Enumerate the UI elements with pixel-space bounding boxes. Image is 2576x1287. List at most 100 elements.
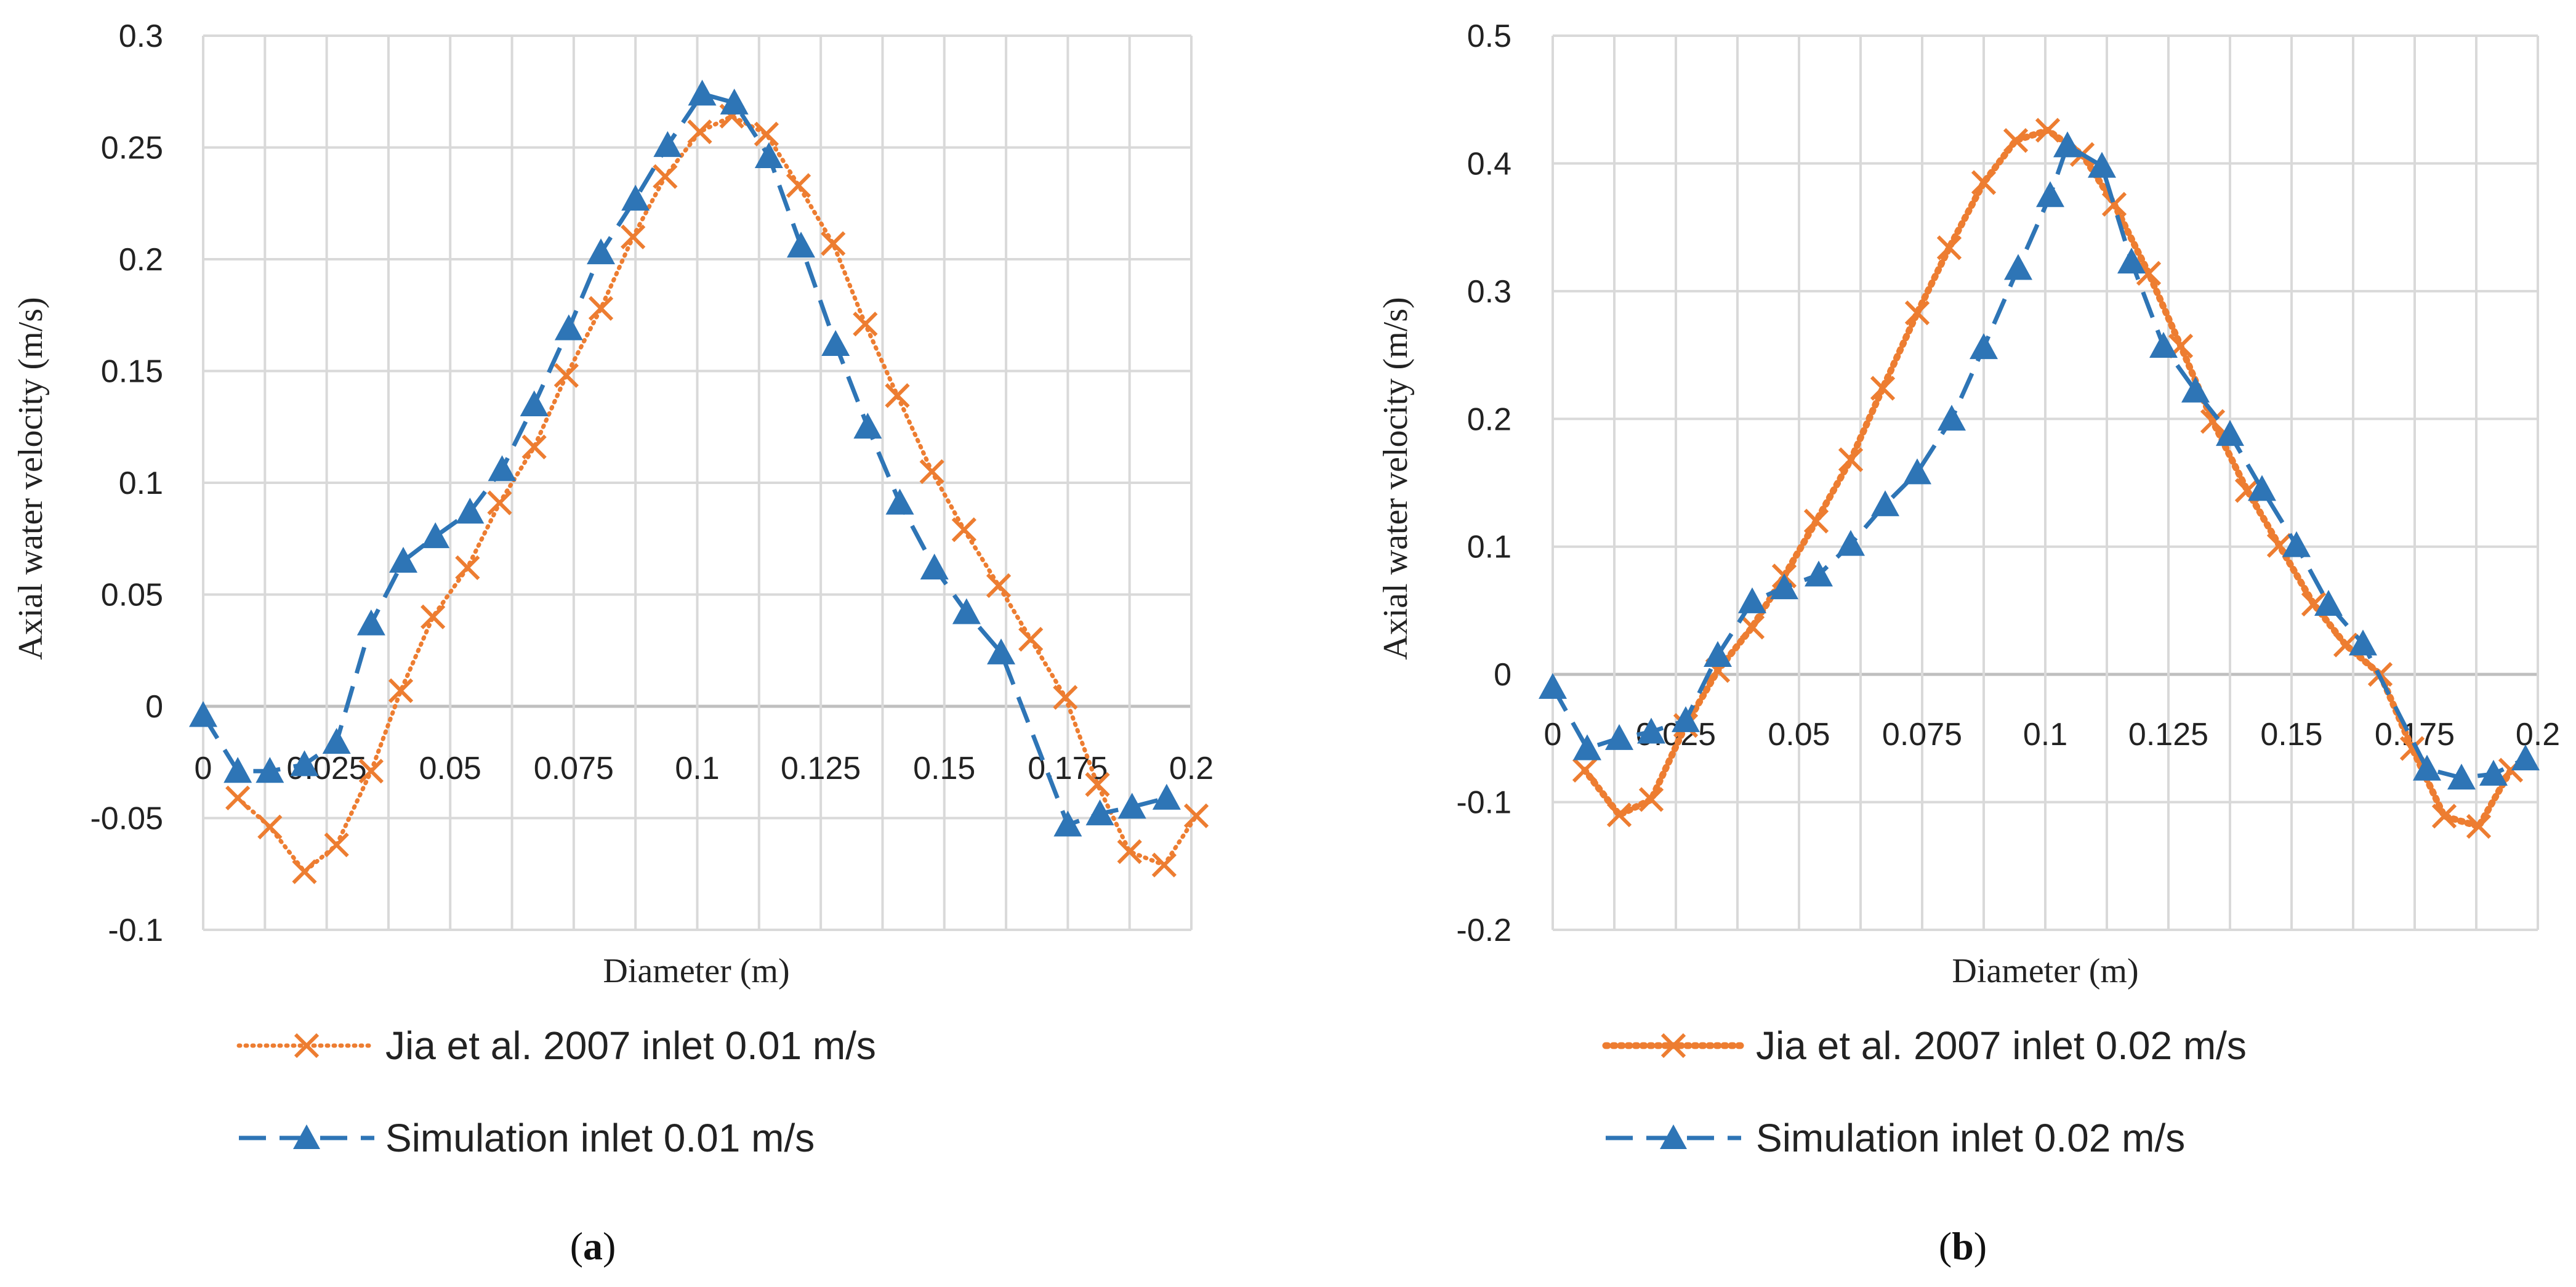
data-point-x <box>1018 626 1044 652</box>
y-axis-title-b: Axial water velocity (m/s) <box>1377 297 1415 660</box>
y-axis-title-a: Axial water velocity (m/s) <box>12 297 50 660</box>
data-point-triangle <box>821 329 850 356</box>
data-point-x <box>1739 615 1765 640</box>
data-point-triangle <box>1117 793 1146 819</box>
legend-item-sim-a: Simulation inlet 0.01 m/s <box>239 1116 815 1160</box>
data-point-x <box>225 785 251 810</box>
y-tick-label: -0.1 <box>1456 785 1511 821</box>
data-point-triangle <box>1738 587 1766 613</box>
data-point-triangle <box>1152 783 1181 810</box>
x-tick-label: 0.2 <box>2516 717 2560 752</box>
data-point-x <box>754 121 779 147</box>
data-point-triangle <box>488 455 517 482</box>
data-point-triangle <box>2413 754 2441 781</box>
legend-marker-x-b <box>1660 1033 1686 1059</box>
legend-marker-triangle-a <box>293 1124 320 1149</box>
data-point-x <box>521 434 547 460</box>
data-point-triangle <box>389 547 418 573</box>
data-point-x <box>2101 192 2127 217</box>
data-point-triangle <box>1672 706 1700 732</box>
x-tick-label: 0.15 <box>2260 717 2322 752</box>
data-point-x <box>1638 787 1664 812</box>
data-point-triangle <box>256 757 284 783</box>
data-point-x <box>1085 772 1110 797</box>
data-point-x <box>324 832 349 858</box>
data-point-triangle <box>2314 590 2343 616</box>
data-point-x <box>588 296 614 321</box>
data-point-x <box>1151 852 1177 878</box>
x-tick-label: 0 <box>195 751 212 786</box>
data-point-triangle <box>2511 744 2540 771</box>
data-point-triangle <box>223 757 252 783</box>
data-point-triangle <box>653 131 682 157</box>
data-point-x <box>1572 757 1598 783</box>
data-point-triangle <box>2149 332 2178 358</box>
legend-item-jia-a: Jia et al. 2007 inlet 0.01 m/s <box>236 1023 876 1068</box>
x-axis-title-a: Diameter (m) <box>603 952 789 990</box>
x-tick-label: 0.075 <box>1882 717 1962 752</box>
data-point-x <box>1053 685 1078 710</box>
data-point-triangle <box>1605 724 1633 750</box>
data-point-x <box>821 231 846 256</box>
data-point-x <box>553 363 579 388</box>
data-point-triangle <box>1903 458 1931 485</box>
y-tick-label: 0.1 <box>1467 530 1511 565</box>
data-point-triangle <box>1704 641 1732 668</box>
data-point-triangle <box>421 522 450 549</box>
data-point-triangle <box>2479 759 2508 786</box>
data-point-x <box>455 555 480 581</box>
y-tick-label: 0.25 <box>101 131 163 166</box>
data-point-x <box>1183 803 1209 828</box>
y-tick-label: 0 <box>1494 657 1511 693</box>
data-point-triangle <box>621 184 650 211</box>
data-point-x <box>1803 509 1829 534</box>
y-tick-label: -0.1 <box>108 913 163 948</box>
y-tick-label: 0.15 <box>101 354 163 390</box>
caption-b: (b) <box>1939 1224 1987 1268</box>
x-tick-label: 0.125 <box>781 751 861 786</box>
data-point-triangle <box>2004 254 2032 280</box>
data-point-x <box>1971 170 1997 195</box>
data-point-triangle <box>189 701 217 727</box>
data-point-triangle <box>554 314 583 341</box>
x-tick-label: 0.05 <box>419 751 481 786</box>
data-point-triangle <box>2248 475 2276 501</box>
data-point-triangle <box>2036 181 2064 208</box>
y-tick-label: 0 <box>145 689 163 725</box>
y-tick-label: 0.2 <box>119 242 163 278</box>
data-point-triangle <box>2349 629 2377 656</box>
data-point-x <box>257 814 283 840</box>
data-point-triangle <box>754 142 783 169</box>
data-point-triangle <box>290 750 319 777</box>
plot-area-a: 0.30.250.20.150.10.050-0.05-0.10 0.025 0.0… <box>90 18 1214 948</box>
data-point-x <box>1117 839 1142 865</box>
data-point-x <box>2035 118 2061 143</box>
data-point-x <box>2466 813 2492 839</box>
data-point-x <box>1606 802 1632 828</box>
x-tick-label: 0.1 <box>2023 717 2067 752</box>
data-point-x <box>2200 409 2226 434</box>
y-tick-label: -0.05 <box>90 801 163 837</box>
legend-marker-triangle-b <box>1660 1124 1687 1149</box>
data-point-triangle <box>1938 405 1966 431</box>
data-point-triangle <box>2053 131 2082 158</box>
data-point-triangle <box>920 553 949 579</box>
data-point-triangle <box>987 638 1016 664</box>
series-line-simulation-a <box>201 91 1167 827</box>
data-point-triangle <box>1053 810 1082 837</box>
data-point-triangle <box>2181 376 2210 403</box>
data-point-x <box>1936 235 1962 260</box>
data-point-triangle <box>1837 530 1865 556</box>
legend-label-sim-b: Simulation inlet 0.02 m/s <box>1756 1116 2185 1160</box>
data-point-x <box>919 459 944 484</box>
data-point-triangle <box>2117 248 2146 274</box>
data-point-x <box>2003 127 2029 153</box>
data-point-triangle <box>2216 420 2244 446</box>
series-line-jia-a <box>235 114 1199 874</box>
legend-b: Jia et al. 2007 inlet 0.02 m/s Simulatio… <box>1602 1023 2247 1160</box>
legend-a: Jia et al. 2007 inlet 0.01 m/s Simulatio… <box>236 1023 876 1160</box>
data-point-x <box>687 119 712 145</box>
data-point-x <box>786 173 811 198</box>
y-tick-label: 0.2 <box>1467 401 1511 437</box>
